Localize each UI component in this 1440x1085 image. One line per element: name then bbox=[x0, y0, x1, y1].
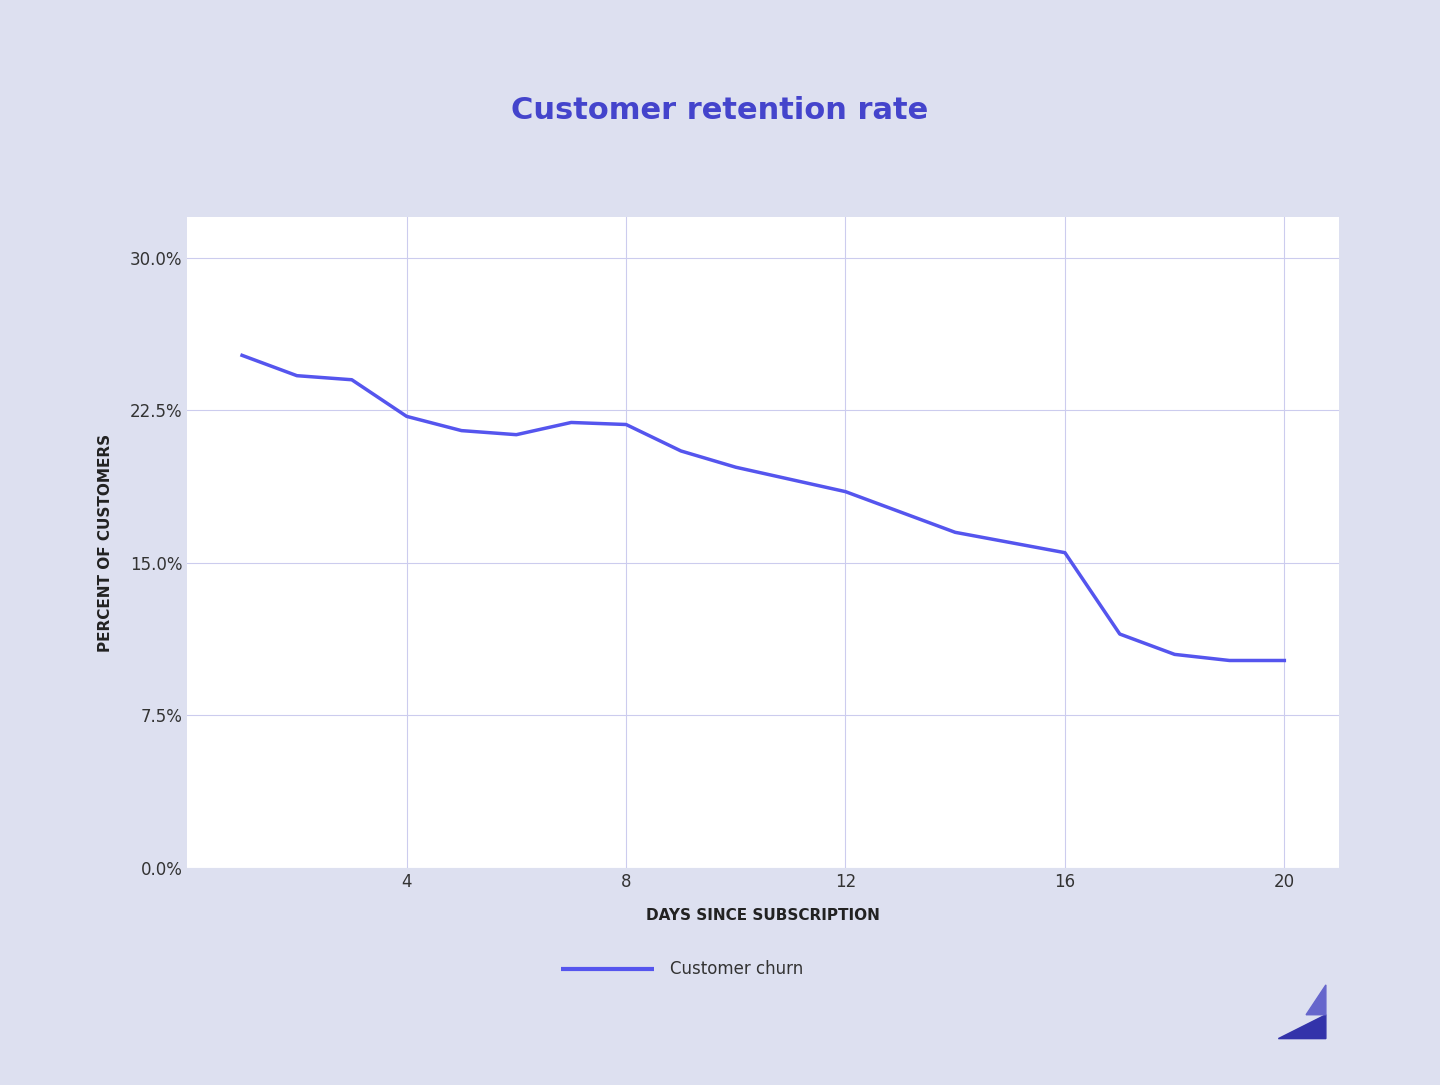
Polygon shape bbox=[1306, 985, 1326, 1014]
Text: Customer churn: Customer churn bbox=[670, 960, 804, 978]
X-axis label: DAYS SINCE SUBSCRIPTION: DAYS SINCE SUBSCRIPTION bbox=[647, 907, 880, 922]
Text: Customer retention rate: Customer retention rate bbox=[511, 95, 929, 125]
Y-axis label: PERCENT OF CUSTOMERS: PERCENT OF CUSTOMERS bbox=[98, 433, 114, 652]
Polygon shape bbox=[1279, 1014, 1326, 1038]
